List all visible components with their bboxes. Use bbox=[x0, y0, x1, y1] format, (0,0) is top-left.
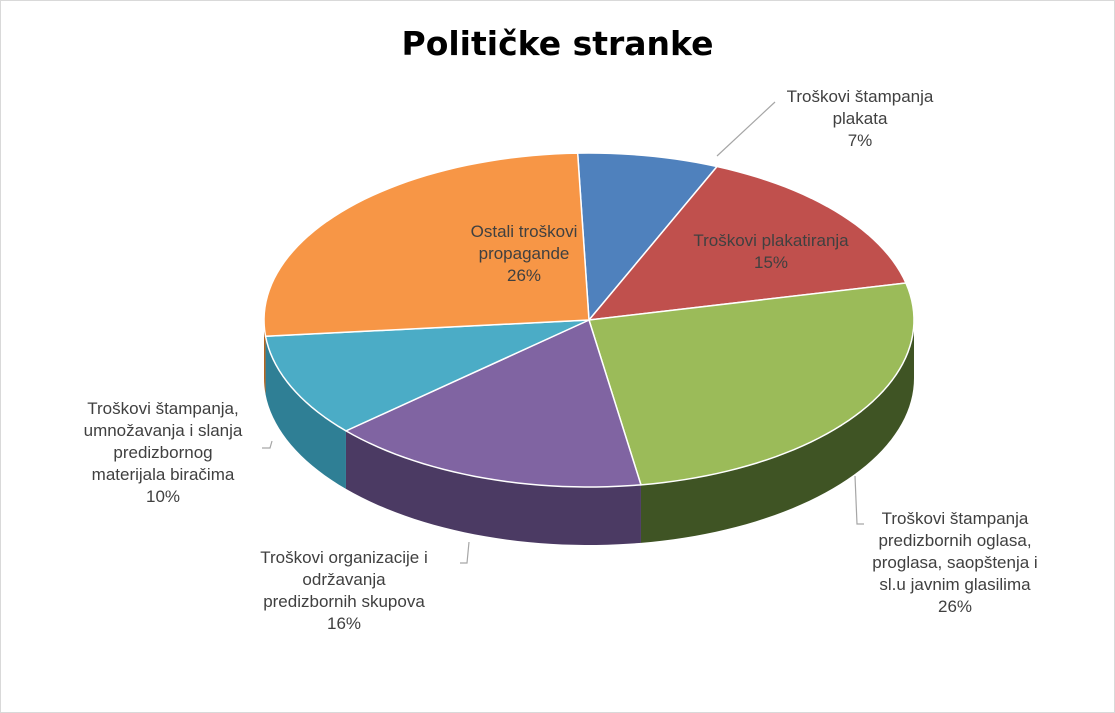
leader-line-materijal bbox=[262, 440, 273, 449]
data-label-ostali: Ostali troškovi propagande 26% bbox=[471, 222, 578, 285]
pie-slice-ostali bbox=[263, 152, 590, 338]
pie-tops bbox=[263, 152, 915, 488]
pie-slice-oglasi bbox=[588, 282, 915, 486]
pie-sides bbox=[264, 320, 914, 545]
pie-slice-skupovi bbox=[345, 319, 642, 488]
chart-title: Političke stranke bbox=[401, 24, 714, 63]
data-label-oglasi: Troškovi štampanja predizbornih oglasa, pr… bbox=[872, 509, 1037, 616]
pie-side-skupovi bbox=[345, 430, 641, 545]
leader-lines bbox=[262, 101, 864, 564]
leader-line-oglasi bbox=[854, 475, 864, 525]
data-labels: Troškovi štampanja plakata 7% Troškovi plak… bbox=[84, 87, 1038, 633]
pie-slice-plakati bbox=[576, 152, 718, 321]
pie-slice-plakatiranje bbox=[588, 165, 907, 321]
data-label-skupovi: Troškovi organizacije i održavanja predizb… bbox=[260, 548, 428, 633]
data-label-plakatiranje: Troškovi plakatiranja 15% bbox=[693, 231, 849, 272]
data-label-materijal: Troškovi štampanja, umnožavanja i slanja p… bbox=[84, 399, 243, 506]
pie-side-ostali bbox=[264, 320, 266, 395]
pie-side-materijal bbox=[265, 336, 346, 489]
leader-line-plakati bbox=[716, 101, 776, 157]
data-label-plakati: Troškovi štampanja plakata 7% bbox=[787, 87, 934, 150]
pie-slice-materijal bbox=[264, 319, 590, 432]
leader-line-skupovi bbox=[460, 541, 470, 564]
pie-side-oglasi bbox=[640, 320, 914, 543]
